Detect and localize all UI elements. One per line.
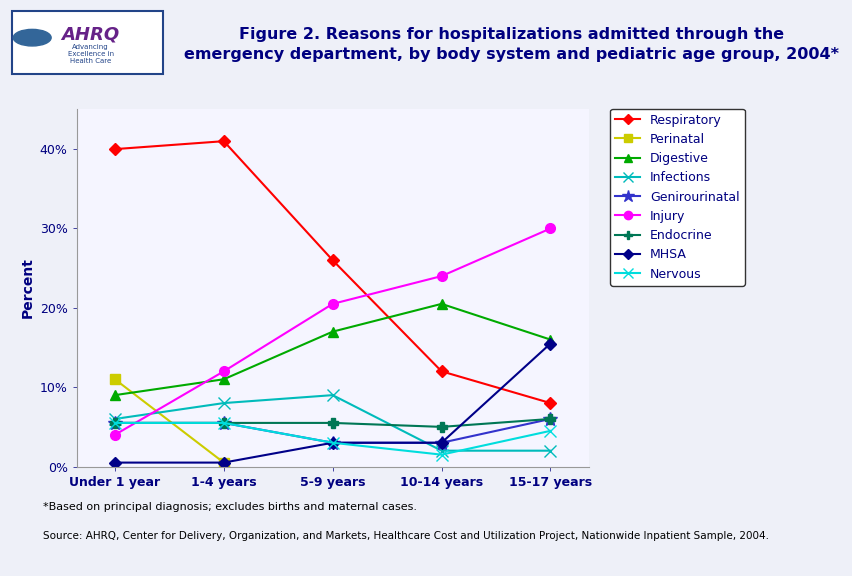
- Digestive: [544, 336, 555, 343]
- MHSA: [544, 340, 555, 347]
- Legend: Respiratory, Perinatal, Digestive, Infections, Genirourinatal, Injury, Endocrine: Respiratory, Perinatal, Digestive, Infec…: [609, 108, 744, 286]
- Digestive: [436, 301, 446, 308]
- Perinatal: [110, 376, 120, 382]
- Line: Digestive: Digestive: [110, 299, 555, 400]
- Endocrine: [218, 419, 228, 426]
- Genirourinatal: [327, 439, 337, 446]
- Nervous: [544, 427, 555, 434]
- Line: Endocrine: Endocrine: [110, 414, 555, 432]
- MHSA: [436, 439, 446, 446]
- Genirourinatal: [110, 419, 120, 426]
- Line: Genirourinatal: Genirourinatal: [108, 412, 556, 450]
- Infections: [327, 392, 337, 399]
- Respiratory: [327, 257, 337, 264]
- Nervous: [436, 451, 446, 458]
- Digestive: [327, 328, 337, 335]
- Text: *Based on principal diagnosis; excludes births and maternal cases.: *Based on principal diagnosis; excludes …: [43, 502, 416, 511]
- Endocrine: [327, 419, 337, 426]
- Respiratory: [544, 400, 555, 407]
- Line: MHSA: MHSA: [111, 339, 554, 467]
- Injury: [218, 368, 228, 375]
- Genirourinatal: [544, 415, 555, 422]
- Endocrine: [110, 419, 120, 426]
- Infections: [110, 415, 120, 422]
- Nervous: [327, 439, 337, 446]
- Circle shape: [14, 29, 51, 46]
- Injury: [436, 272, 446, 279]
- Line: Respiratory: Respiratory: [111, 137, 554, 407]
- Nervous: [110, 419, 120, 426]
- MHSA: [218, 459, 228, 466]
- Line: Infections: Infections: [109, 389, 556, 456]
- Infections: [436, 447, 446, 454]
- Injury: [110, 431, 120, 438]
- Respiratory: [110, 146, 120, 153]
- Endocrine: [436, 423, 446, 430]
- Line: Injury: Injury: [110, 223, 555, 439]
- Perinatal: [218, 459, 228, 466]
- Y-axis label: Percent: Percent: [20, 257, 34, 319]
- Respiratory: [218, 138, 228, 145]
- Infections: [544, 447, 555, 454]
- Infections: [218, 400, 228, 407]
- Text: Source: AHRQ, Center for Delivery, Organization, and Markets, Healthcare Cost an: Source: AHRQ, Center for Delivery, Organ…: [43, 530, 768, 540]
- Nervous: [218, 419, 228, 426]
- FancyBboxPatch shape: [12, 11, 163, 74]
- Text: Advancing
Excellence in
Health Care: Advancing Excellence in Health Care: [67, 44, 113, 63]
- Injury: [327, 301, 337, 308]
- Injury: [544, 225, 555, 232]
- MHSA: [327, 439, 337, 446]
- Genirourinatal: [436, 439, 446, 446]
- Endocrine: [544, 415, 555, 422]
- Text: AHRQ: AHRQ: [61, 26, 119, 44]
- Digestive: [110, 392, 120, 399]
- Line: Perinatal: Perinatal: [110, 374, 228, 468]
- Text: Figure 2. Reasons for hospitalizations admitted through the
emergency department: Figure 2. Reasons for hospitalizations a…: [184, 27, 838, 62]
- Genirourinatal: [218, 419, 228, 426]
- MHSA: [110, 459, 120, 466]
- Respiratory: [436, 368, 446, 375]
- Line: Nervous: Nervous: [109, 418, 556, 460]
- Digestive: [218, 376, 228, 382]
